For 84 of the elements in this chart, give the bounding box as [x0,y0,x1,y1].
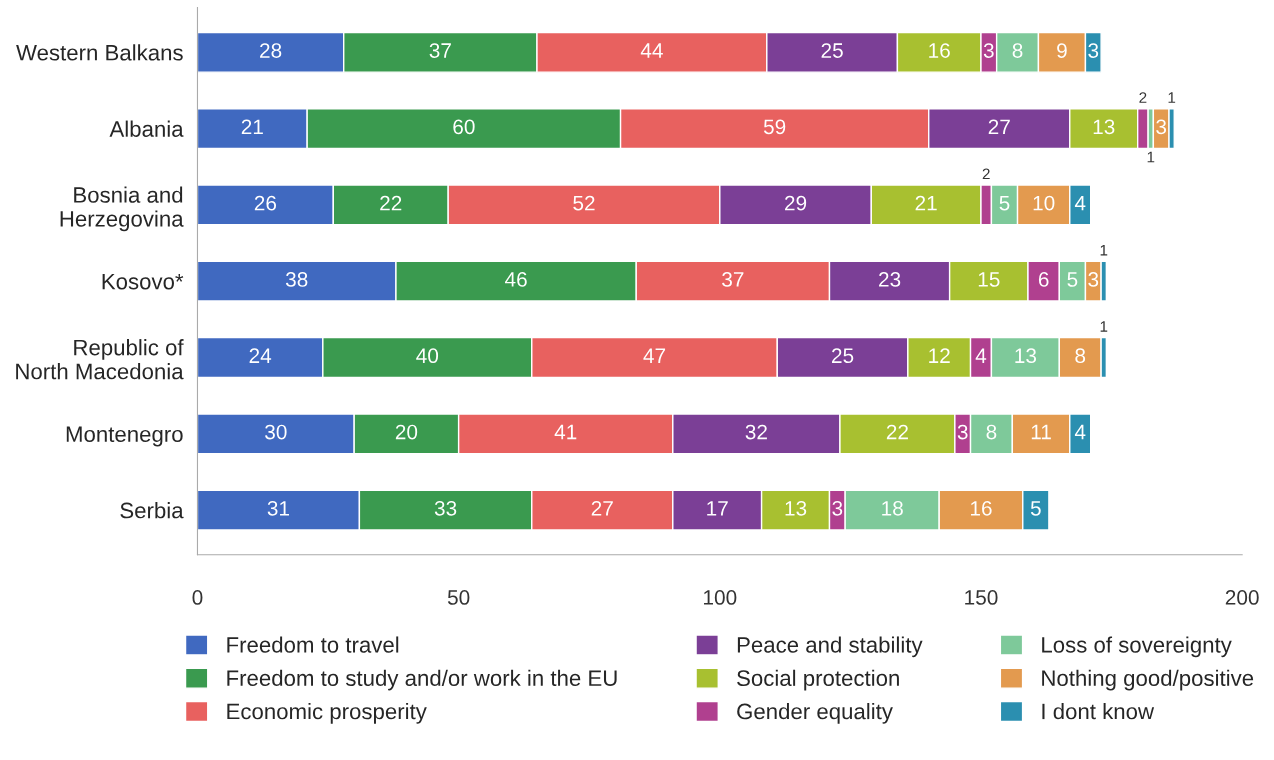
data-label: 27 [988,119,1010,134]
legend-label: Gender equality [737,703,893,724]
data-label: 33 [434,500,457,516]
data-label: 10 [1033,195,1055,211]
data-label: 2 [1139,92,1147,103]
data-label: 40 [416,348,439,364]
data-label: 18 [882,500,903,516]
legend-label: Social protection [737,669,899,691]
data-label: 4 [975,348,987,363]
data-label: 31 [267,500,289,516]
data-label: 21 [915,195,937,211]
data-label: 13 [1015,348,1037,364]
data-label: 44 [640,43,663,58]
data-label: 11 [1031,424,1051,440]
y-tick-label: Albania [109,120,184,137]
data-label: 5 [1067,272,1078,287]
data-label: 32 [745,424,767,440]
data-label: 28 [260,43,282,58]
data-label: 6 [1038,272,1049,287]
data-label: 46 [504,272,527,287]
data-label: 16 [970,500,992,516]
y-tick-label: Bosnia and Herzegovina [60,186,184,232]
data-label: 2 [982,168,990,180]
data-label: 59 [763,119,786,135]
data-label: 5 [999,195,1010,211]
y-tick-label: Serbia [120,502,184,519]
x-tick-label: 50 [447,590,470,605]
x-tick-label: 200 [1225,590,1259,605]
legend-label: Peace and stability [737,636,923,658]
y-tick-label: Western Balkans [16,44,183,61]
data-label: 23 [879,272,901,287]
legend-label: Freedom to travel [227,636,399,653]
data-label: 13 [1093,119,1115,135]
data-label: 52 [573,195,595,211]
x-tick-label: 150 [965,590,998,605]
data-label: 22 [886,424,908,440]
data-label: 30 [265,424,287,440]
data-label: 37 [429,43,451,58]
data-label: 3 [983,43,994,58]
data-label: 3 [1088,43,1099,58]
data-label: 27 [591,500,613,516]
x-tick-label: 100 [704,590,737,605]
data-label: 13 [785,500,807,516]
data-label: 22 [380,195,402,211]
data-label: 4 [1074,195,1086,211]
data-label: 1 [1147,151,1155,163]
data-label: 20 [395,424,418,440]
data-label: 9 [1057,43,1067,58]
y-tick-label: Republic of North Macedonia [16,339,184,380]
data-label: 4 [1074,424,1086,440]
data-label: 3 [1156,119,1167,135]
data-label: 37 [722,272,744,287]
data-label: 47 [643,348,666,363]
y-tick-label: Montenegro [66,426,183,447]
data-label: 41 [554,424,577,440]
x-tick-label: 0 [192,590,203,605]
data-label: 25 [832,348,854,364]
data-label: 26 [254,195,277,211]
data-label: 24 [249,348,272,363]
data-label: 17 [707,501,728,516]
data-label: 3 [832,500,843,516]
data-label: 60 [453,119,475,135]
data-label: 38 [285,272,308,287]
y-tick-label: Kosovo* [102,273,184,290]
legend-label: Nothing good/positive [1042,669,1254,691]
data-label: 12 [929,348,950,363]
data-label: 25 [821,43,843,58]
data-label: 5 [1030,501,1041,516]
data-label: 29 [785,195,807,211]
data-label: 8 [986,424,997,440]
data-label: 1 [1100,321,1108,332]
data-label: 15 [978,272,1000,287]
data-label: 1 [1100,244,1108,256]
data-label: 8 [1075,348,1086,364]
data-label: 16 [929,43,950,58]
data-label: 1 [1168,92,1176,103]
data-label: 3 [1088,272,1099,287]
legend-label: I dont know [1042,703,1155,720]
legend-label: Freedom to study and/or work in the EU [227,669,617,691]
legend-label: Loss of sovereignty [1042,636,1232,658]
data-label: 21 [241,119,263,134]
legend-label: Economic prosperity [227,703,427,724]
data-label: 8 [1012,43,1023,58]
data-label: 3 [957,424,968,440]
